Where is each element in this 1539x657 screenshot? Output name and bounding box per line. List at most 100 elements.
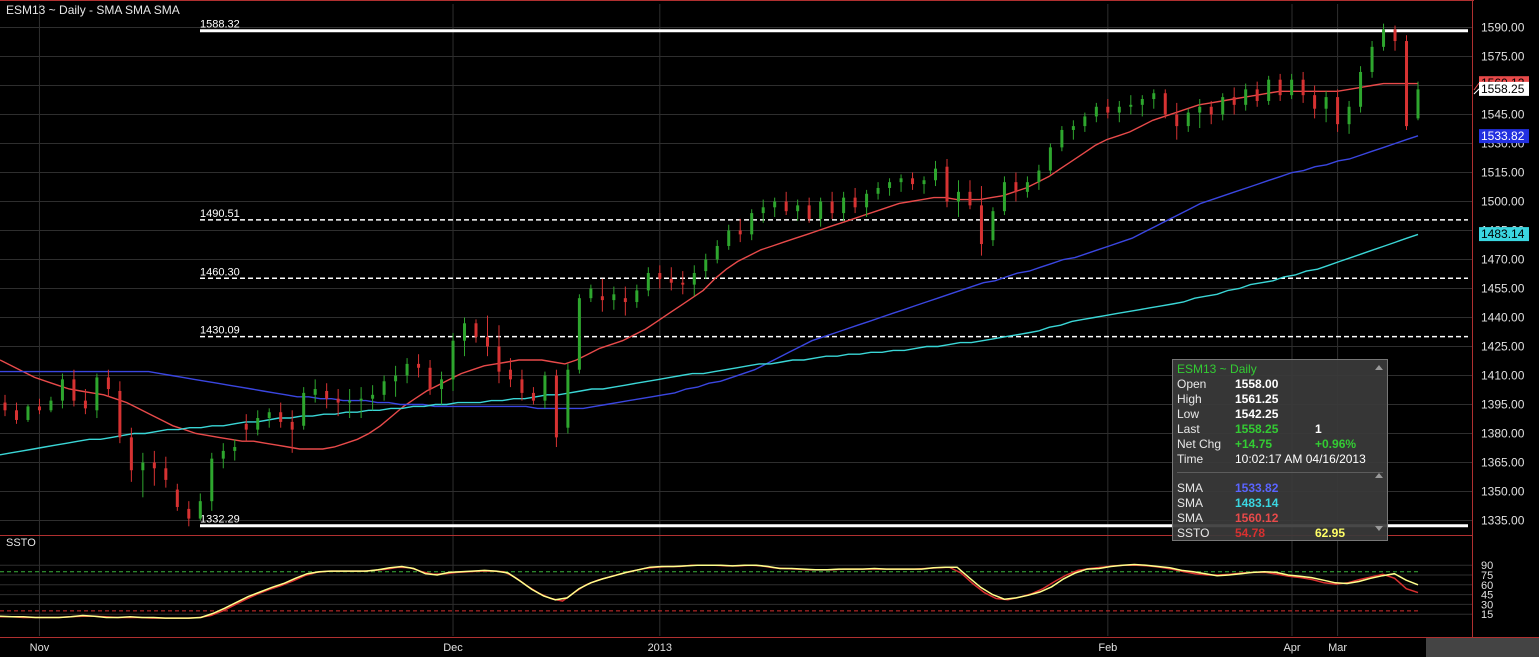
candle (1313, 85, 1317, 119)
scroll-up-icon[interactable] (1375, 365, 1383, 370)
candle-body (118, 390, 122, 438)
candle (233, 439, 237, 461)
y-tick-label: 1575.00 (1481, 50, 1525, 64)
candle-body (1405, 41, 1409, 127)
candle-body (577, 298, 581, 370)
candle-body (554, 375, 558, 438)
candle-body (1152, 93, 1156, 100)
candle-body (842, 197, 846, 214)
candle (1209, 100, 1213, 125)
candle (1347, 100, 1351, 134)
candle (1140, 95, 1144, 117)
candle-body (888, 182, 892, 188)
candle-body (1048, 147, 1052, 171)
candle (1048, 143, 1052, 175)
candle-body (1290, 79, 1294, 96)
level-label: 1460.30 (200, 266, 240, 278)
price-tag-box (1479, 129, 1529, 144)
candle (463, 317, 467, 357)
candle-body (1370, 46, 1374, 72)
candle (485, 315, 489, 357)
data-row-label: Open (1177, 377, 1207, 391)
candle-body (72, 379, 76, 401)
x-tick-label: Apr (1283, 642, 1300, 654)
candle-body (819, 201, 823, 219)
candle-body (658, 273, 662, 279)
candle (497, 325, 501, 384)
candle-body (1232, 97, 1236, 105)
data-row-label: SMA (1177, 481, 1204, 495)
candle-body (187, 508, 191, 519)
candle-body (899, 178, 903, 183)
candle-body (1336, 97, 1340, 125)
candle-body (566, 369, 570, 428)
candle-body (371, 394, 375, 399)
candle (1198, 99, 1202, 129)
level-label: 1588.32 (200, 19, 240, 31)
data-row-label: Low (1177, 407, 1200, 421)
candle-body (807, 205, 811, 219)
candle-body (635, 290, 639, 303)
price-tag-sma_mid: 1533.82 (1479, 129, 1529, 144)
candle-body (738, 230, 742, 235)
candle (1037, 164, 1041, 190)
candle-body (1324, 97, 1328, 109)
candle (566, 363, 570, 434)
candle-body (394, 375, 398, 382)
candle (1290, 73, 1294, 100)
candle (1405, 35, 1409, 130)
candle (1267, 75, 1271, 105)
candle-body (106, 377, 110, 390)
candle (888, 178, 892, 196)
candle (175, 483, 179, 511)
candle (348, 389, 352, 419)
candle-body (727, 230, 731, 246)
candle-body (1382, 29, 1386, 47)
candle (646, 267, 650, 297)
candle-body (244, 423, 248, 430)
candle (520, 369, 524, 401)
candle (1221, 93, 1225, 121)
candle (1071, 120, 1075, 140)
candle-body (646, 273, 650, 291)
candle-body (1255, 89, 1259, 101)
candle-body (440, 379, 444, 390)
candle-body (302, 392, 306, 426)
candle-body (715, 245, 719, 260)
candle (1244, 83, 1248, 111)
candle (738, 218, 742, 243)
candle-body (1014, 182, 1018, 192)
ssto-y-tick-label: 75 (1481, 570, 1493, 582)
candle (945, 158, 949, 208)
candle-body (83, 400, 87, 409)
scroll-up-icon[interactable] (1375, 473, 1383, 478)
scroll-down-icon[interactable] (1375, 526, 1383, 531)
candle-body (1198, 106, 1202, 113)
candle-body (152, 462, 156, 469)
candle-body (313, 389, 317, 395)
level-label: 1490.51 (200, 208, 240, 220)
candle-body (348, 400, 352, 403)
candle (1336, 89, 1340, 132)
candle (1014, 172, 1018, 202)
price-tag-box (1479, 81, 1529, 96)
data-window[interactable]: ESM13 ~ Daily Open 1558.00 High 1561.25 Low 1… (1172, 359, 1388, 541)
candle (256, 410, 260, 436)
candle-body (876, 187, 880, 194)
sma-line-sma_mid (0, 135, 1419, 410)
candle (198, 493, 202, 521)
y-tick-label: 1470.00 (1481, 253, 1525, 267)
candle-body (405, 363, 409, 376)
data-row-value: 10:02:17 AM 04/16/2013 (1235, 452, 1366, 466)
candle-body (911, 178, 915, 185)
candle (106, 369, 110, 397)
candle-body (175, 489, 179, 507)
candle-body (623, 298, 627, 303)
candle (842, 191, 846, 221)
candle-body (474, 323, 478, 337)
candle-body (750, 213, 754, 235)
candle-body (1244, 89, 1248, 105)
candle (1232, 87, 1236, 115)
candle-body (1106, 106, 1110, 113)
candle (1416, 81, 1420, 121)
